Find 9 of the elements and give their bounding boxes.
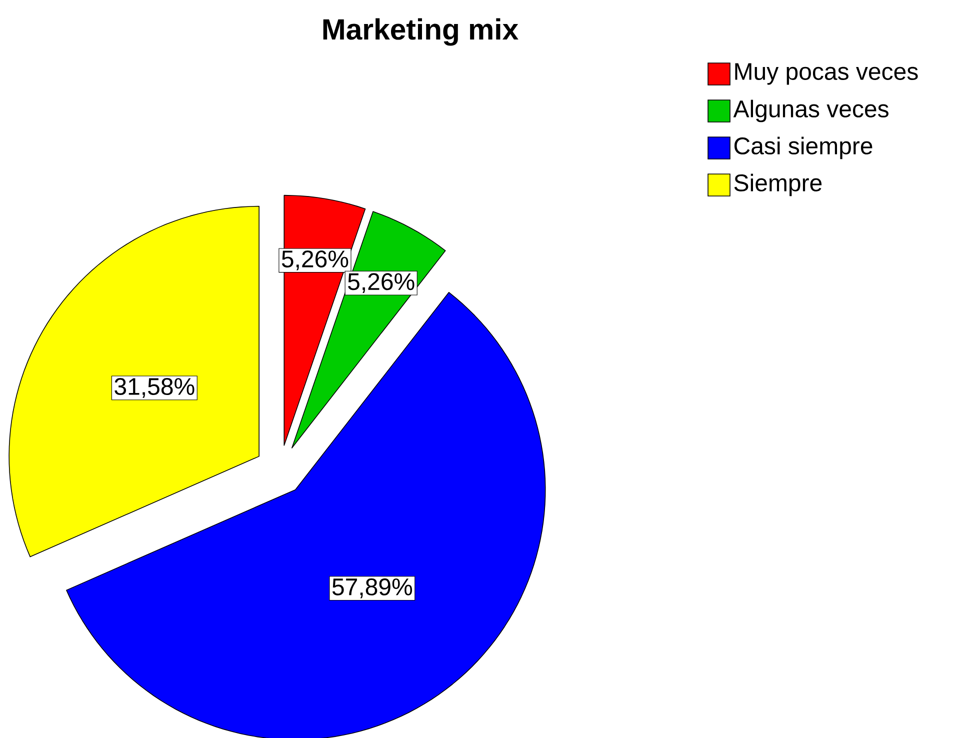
data-label: 5,26%	[348, 273, 414, 293]
chart-title: Marketing mix	[323, 18, 518, 46]
data-label: 31,58%	[114, 378, 194, 398]
legend-label: Siempre	[734, 174, 822, 196]
legend-label: Muy pocas veces	[735, 63, 918, 85]
data-label: 5,26%	[282, 250, 348, 270]
data-label: 57,89%	[332, 578, 412, 598]
legend-label: Algunas veces	[733, 100, 888, 122]
legend-label: Casi siempre	[734, 136, 872, 160]
